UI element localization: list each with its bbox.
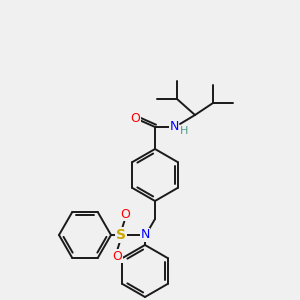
Text: O: O bbox=[130, 112, 140, 125]
Text: S: S bbox=[116, 228, 126, 242]
Text: O: O bbox=[120, 208, 130, 220]
Text: O: O bbox=[112, 250, 122, 262]
Text: H: H bbox=[180, 126, 188, 136]
Text: N: N bbox=[140, 229, 150, 242]
Text: N: N bbox=[169, 121, 179, 134]
